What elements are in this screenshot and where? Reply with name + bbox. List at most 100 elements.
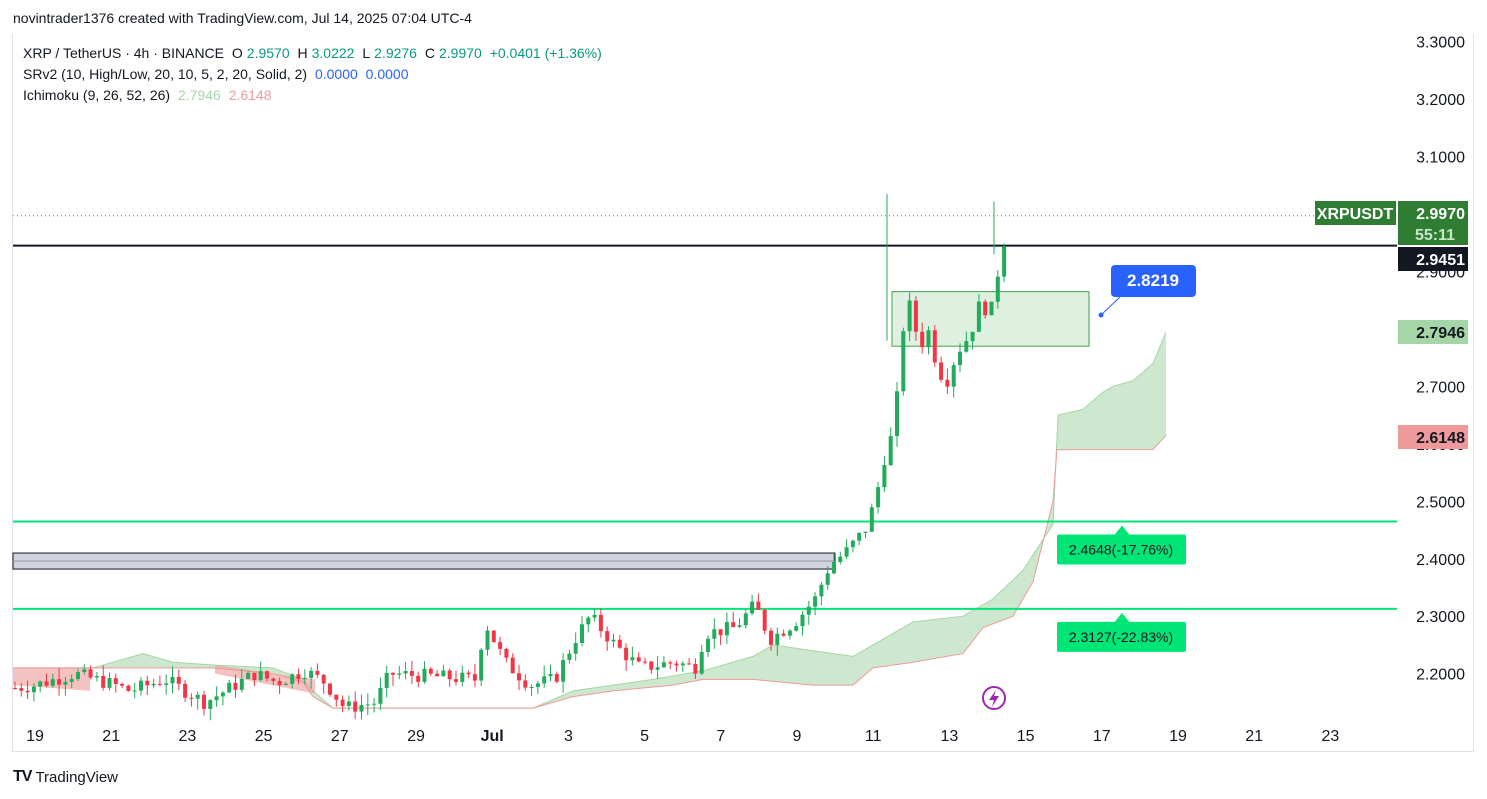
candle-up xyxy=(775,633,780,645)
candle-up xyxy=(661,662,666,668)
candle-down xyxy=(25,690,30,693)
candle-up xyxy=(592,614,597,618)
x-tick-label: 23 xyxy=(179,728,197,745)
x-tick-label: 13 xyxy=(941,728,959,745)
callout-leader xyxy=(1100,296,1121,316)
legend-open: O 2.9570 xyxy=(231,45,290,61)
candle-up xyxy=(384,672,389,688)
candle-up xyxy=(170,676,175,684)
countdown-text: 55:11 xyxy=(1415,227,1455,244)
candle-up xyxy=(951,365,956,387)
candle-down xyxy=(113,678,118,684)
candle-down xyxy=(517,673,521,681)
chart-frame[interactable] xyxy=(12,34,1474,752)
candle-down xyxy=(932,330,937,363)
level-label-pointer xyxy=(1114,612,1130,623)
candle-down xyxy=(674,663,679,666)
candles xyxy=(13,193,1007,721)
candle-up xyxy=(302,677,307,680)
price-axis: 3.30003.20003.10003.00002.90002.80002.70… xyxy=(1416,35,1465,684)
candle-up xyxy=(724,622,729,636)
candle-down xyxy=(693,663,698,674)
candle-up xyxy=(737,625,742,628)
candle-down xyxy=(756,601,761,610)
candle-down xyxy=(920,331,925,348)
candle-down xyxy=(145,680,150,686)
candle-down xyxy=(19,688,24,691)
candle-up xyxy=(132,690,137,692)
x-tick-label: 19 xyxy=(1169,728,1187,745)
candle-down xyxy=(435,673,440,677)
candle-up xyxy=(964,341,969,352)
legend-symbol[interactable]: XRP / TetherUS · 4h · BINANCE xyxy=(23,45,224,61)
candle-up xyxy=(586,617,591,625)
tradingview-footer[interactable]: TV TradingView xyxy=(13,768,118,786)
candle-up xyxy=(995,276,1000,302)
candle-up xyxy=(800,614,805,627)
candle-up xyxy=(976,301,981,332)
y-tick-label: 2.7000 xyxy=(1416,379,1465,396)
candle-up xyxy=(844,547,849,557)
candle-up xyxy=(164,683,169,685)
candle-up xyxy=(958,351,962,366)
candle-down xyxy=(605,631,610,642)
candle-down xyxy=(781,633,786,636)
candle-up xyxy=(208,700,213,709)
candle-down xyxy=(454,679,458,682)
candle-down xyxy=(233,682,238,690)
candle-up xyxy=(699,651,704,674)
candle-up xyxy=(372,703,377,705)
candle-down xyxy=(13,688,17,690)
demand-zone xyxy=(891,291,1090,347)
candle-down xyxy=(939,362,944,380)
candle-up xyxy=(882,465,887,488)
callout-box xyxy=(1111,265,1196,297)
legend-change: +0.0401 (+1.36%) xyxy=(489,45,602,61)
senkou-b-text: 2.6148 xyxy=(1416,430,1465,447)
candle-up xyxy=(441,670,446,677)
candle-down xyxy=(945,379,950,387)
legend-srv2-row[interactable]: SRv2 (10, High/Low, 20, 10, 5, 2, 20, So… xyxy=(23,66,413,82)
candle-down xyxy=(391,672,395,675)
attribution-header: novintrader1376 created with TradingView… xyxy=(13,10,472,26)
legend-ichimoku-row[interactable]: Ichimoku (9, 26, 52, 26) 2.7946 2.6148 xyxy=(23,87,276,103)
candle-down xyxy=(636,657,641,662)
candle-down xyxy=(353,701,358,712)
candle-up xyxy=(220,692,225,697)
legend-srv2-v1: 0.0000 xyxy=(314,66,358,82)
candle-down xyxy=(649,661,654,670)
tradingview-logo-icon: TV xyxy=(13,768,32,785)
cloud-bearish-fill-2 xyxy=(215,665,315,694)
event-flash-icon xyxy=(982,686,1006,710)
y-tick-label: 2.4000 xyxy=(1416,552,1465,569)
candle-up xyxy=(258,671,263,681)
legend-ichimoku-label[interactable]: Ichimoku (9, 26, 52, 26) xyxy=(23,87,171,103)
x-tick-label: 3 xyxy=(564,728,573,745)
time-axis: 19 21 23 25 27 29 Jul 3 5 7 9 11 13 15 17 19 21 23 xyxy=(26,686,1339,745)
candle-up xyxy=(359,704,364,712)
candle-down xyxy=(157,683,162,685)
legend-srv2-label[interactable]: SRv2 (10, High/Low, 20, 10, 5, 2, 20, So… xyxy=(23,66,308,82)
candle-up xyxy=(548,674,553,677)
x-tick-label: 19 xyxy=(26,728,44,745)
candle-down xyxy=(189,697,194,699)
last-price-text: 2.9970 xyxy=(1416,206,1465,223)
candle-down xyxy=(321,674,326,684)
footer-brand: TradingView xyxy=(35,768,118,786)
candle-down xyxy=(271,678,276,681)
candle-up xyxy=(819,584,824,597)
candle-up xyxy=(346,701,351,706)
senkou-a-line xyxy=(13,331,1167,709)
candle-up xyxy=(561,659,566,682)
x-tick-label: 7 xyxy=(716,728,725,745)
x-tick-label: 29 xyxy=(407,728,425,745)
legend-ichimoku-v2: 2.6148 xyxy=(228,87,272,103)
level-label-text: 2.3127(-22.83%) xyxy=(1069,629,1173,645)
x-tick-label: 11 xyxy=(865,728,882,745)
y-tick-label: 2.3000 xyxy=(1416,609,1465,626)
x-tick-label: 21 xyxy=(102,728,120,745)
candle-down xyxy=(643,661,647,663)
candle-up xyxy=(535,683,540,688)
